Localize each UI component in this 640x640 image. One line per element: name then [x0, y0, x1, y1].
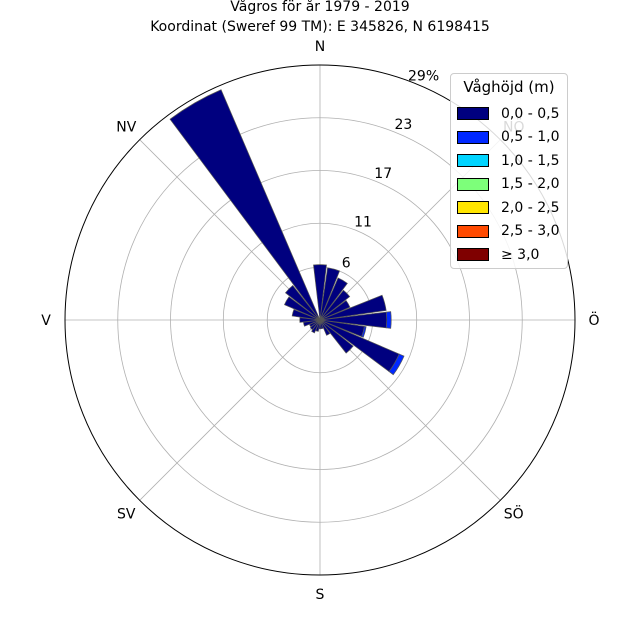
- legend-label: 0,5 - 1,0: [501, 129, 560, 146]
- legend-entry: 1,0 - 1,5: [457, 149, 561, 173]
- legend-label: 1,5 - 2,0: [501, 176, 560, 193]
- legend-swatch: [457, 224, 489, 238]
- rose-bar-segment: [361, 326, 367, 338]
- rose-bar-segment: [283, 296, 321, 321]
- rose-bar-segment: [284, 284, 321, 321]
- grid-spoke: [139, 319, 321, 501]
- legend-entry: 0,5 - 1,0: [457, 126, 561, 150]
- legend-entry: 2,5 - 3,0: [457, 220, 561, 244]
- direction-label: NV: [116, 119, 136, 135]
- legend-entry: ≥ 3,0: [457, 243, 561, 267]
- radial-tick-label: 29%: [408, 68, 439, 84]
- direction-label: N: [315, 39, 325, 55]
- rose-bar-segment: [385, 311, 392, 329]
- chart-title: Vågros för år 1979 - 2019: [230, 0, 410, 15]
- direction-label: S: [316, 587, 325, 603]
- grid-ring: [64, 64, 576, 576]
- radial-tick-label: 6: [342, 255, 351, 271]
- legend-swatch: [457, 201, 489, 215]
- rose-bar-segment: [303, 319, 321, 327]
- radial-tick-label: 23: [394, 117, 412, 133]
- chart-subtitle: Koordinat (Sweref 99 TM): E 345826, N 61…: [150, 19, 490, 35]
- rose-bar-segment: [319, 267, 341, 321]
- grid-ring: [170, 170, 470, 470]
- rose-bar-segment: [309, 319, 321, 331]
- legend-label: 2,5 - 3,0: [501, 223, 560, 240]
- legend-swatch: [457, 130, 489, 144]
- direction-label: Ö: [588, 311, 599, 329]
- grid-ring: [222, 222, 418, 418]
- legend-label: 1,0 - 1,5: [501, 152, 560, 169]
- rose-bar-segment: [319, 294, 387, 321]
- rose-bar-segment: [291, 309, 321, 321]
- rose-bar-segment: [169, 89, 321, 321]
- rose-bar-segment: [319, 277, 348, 321]
- legend-title: Våghöjd (m): [463, 78, 555, 96]
- legend-swatch: [457, 154, 489, 168]
- legend: Våghöjd (m) 0,0 - 0,5 0,5 - 1,0 1,0 - 1,5 1…: [450, 73, 568, 269]
- rose-bar-segment: [319, 319, 354, 354]
- rose-bar-segment: [319, 289, 351, 321]
- legend-swatch: [457, 248, 489, 262]
- radial-tick-label: 17: [374, 166, 392, 182]
- rose-bar-segment: [313, 264, 327, 321]
- rose-bar-segment: [299, 317, 321, 323]
- legend-label: ≥ 3,0: [501, 246, 540, 263]
- rose-bar-segment: [319, 300, 351, 321]
- legend-entry: 0,0 - 0,5: [457, 102, 561, 126]
- legend-label: 0,0 - 0,5: [501, 105, 560, 122]
- legend-swatch: [457, 177, 489, 191]
- grid-ring: [117, 117, 523, 523]
- legend-label: 2,0 - 2,5: [501, 199, 560, 216]
- rose-bars: [169, 89, 405, 376]
- legend-entry: 2,0 - 2,5: [457, 196, 561, 220]
- direction-label: V: [41, 313, 51, 329]
- radial-ticks: 6 11 17 23 29%: [342, 68, 439, 271]
- legend-swatch: [457, 107, 489, 121]
- radial-tick-label: 11: [354, 215, 372, 231]
- direction-label: SV: [117, 507, 136, 523]
- legend-entry: 1,5 - 2,0: [457, 173, 561, 197]
- rose-bar-segment: [319, 319, 331, 336]
- direction-label: SÖ: [504, 505, 524, 523]
- rose-bar-segment: [388, 353, 405, 376]
